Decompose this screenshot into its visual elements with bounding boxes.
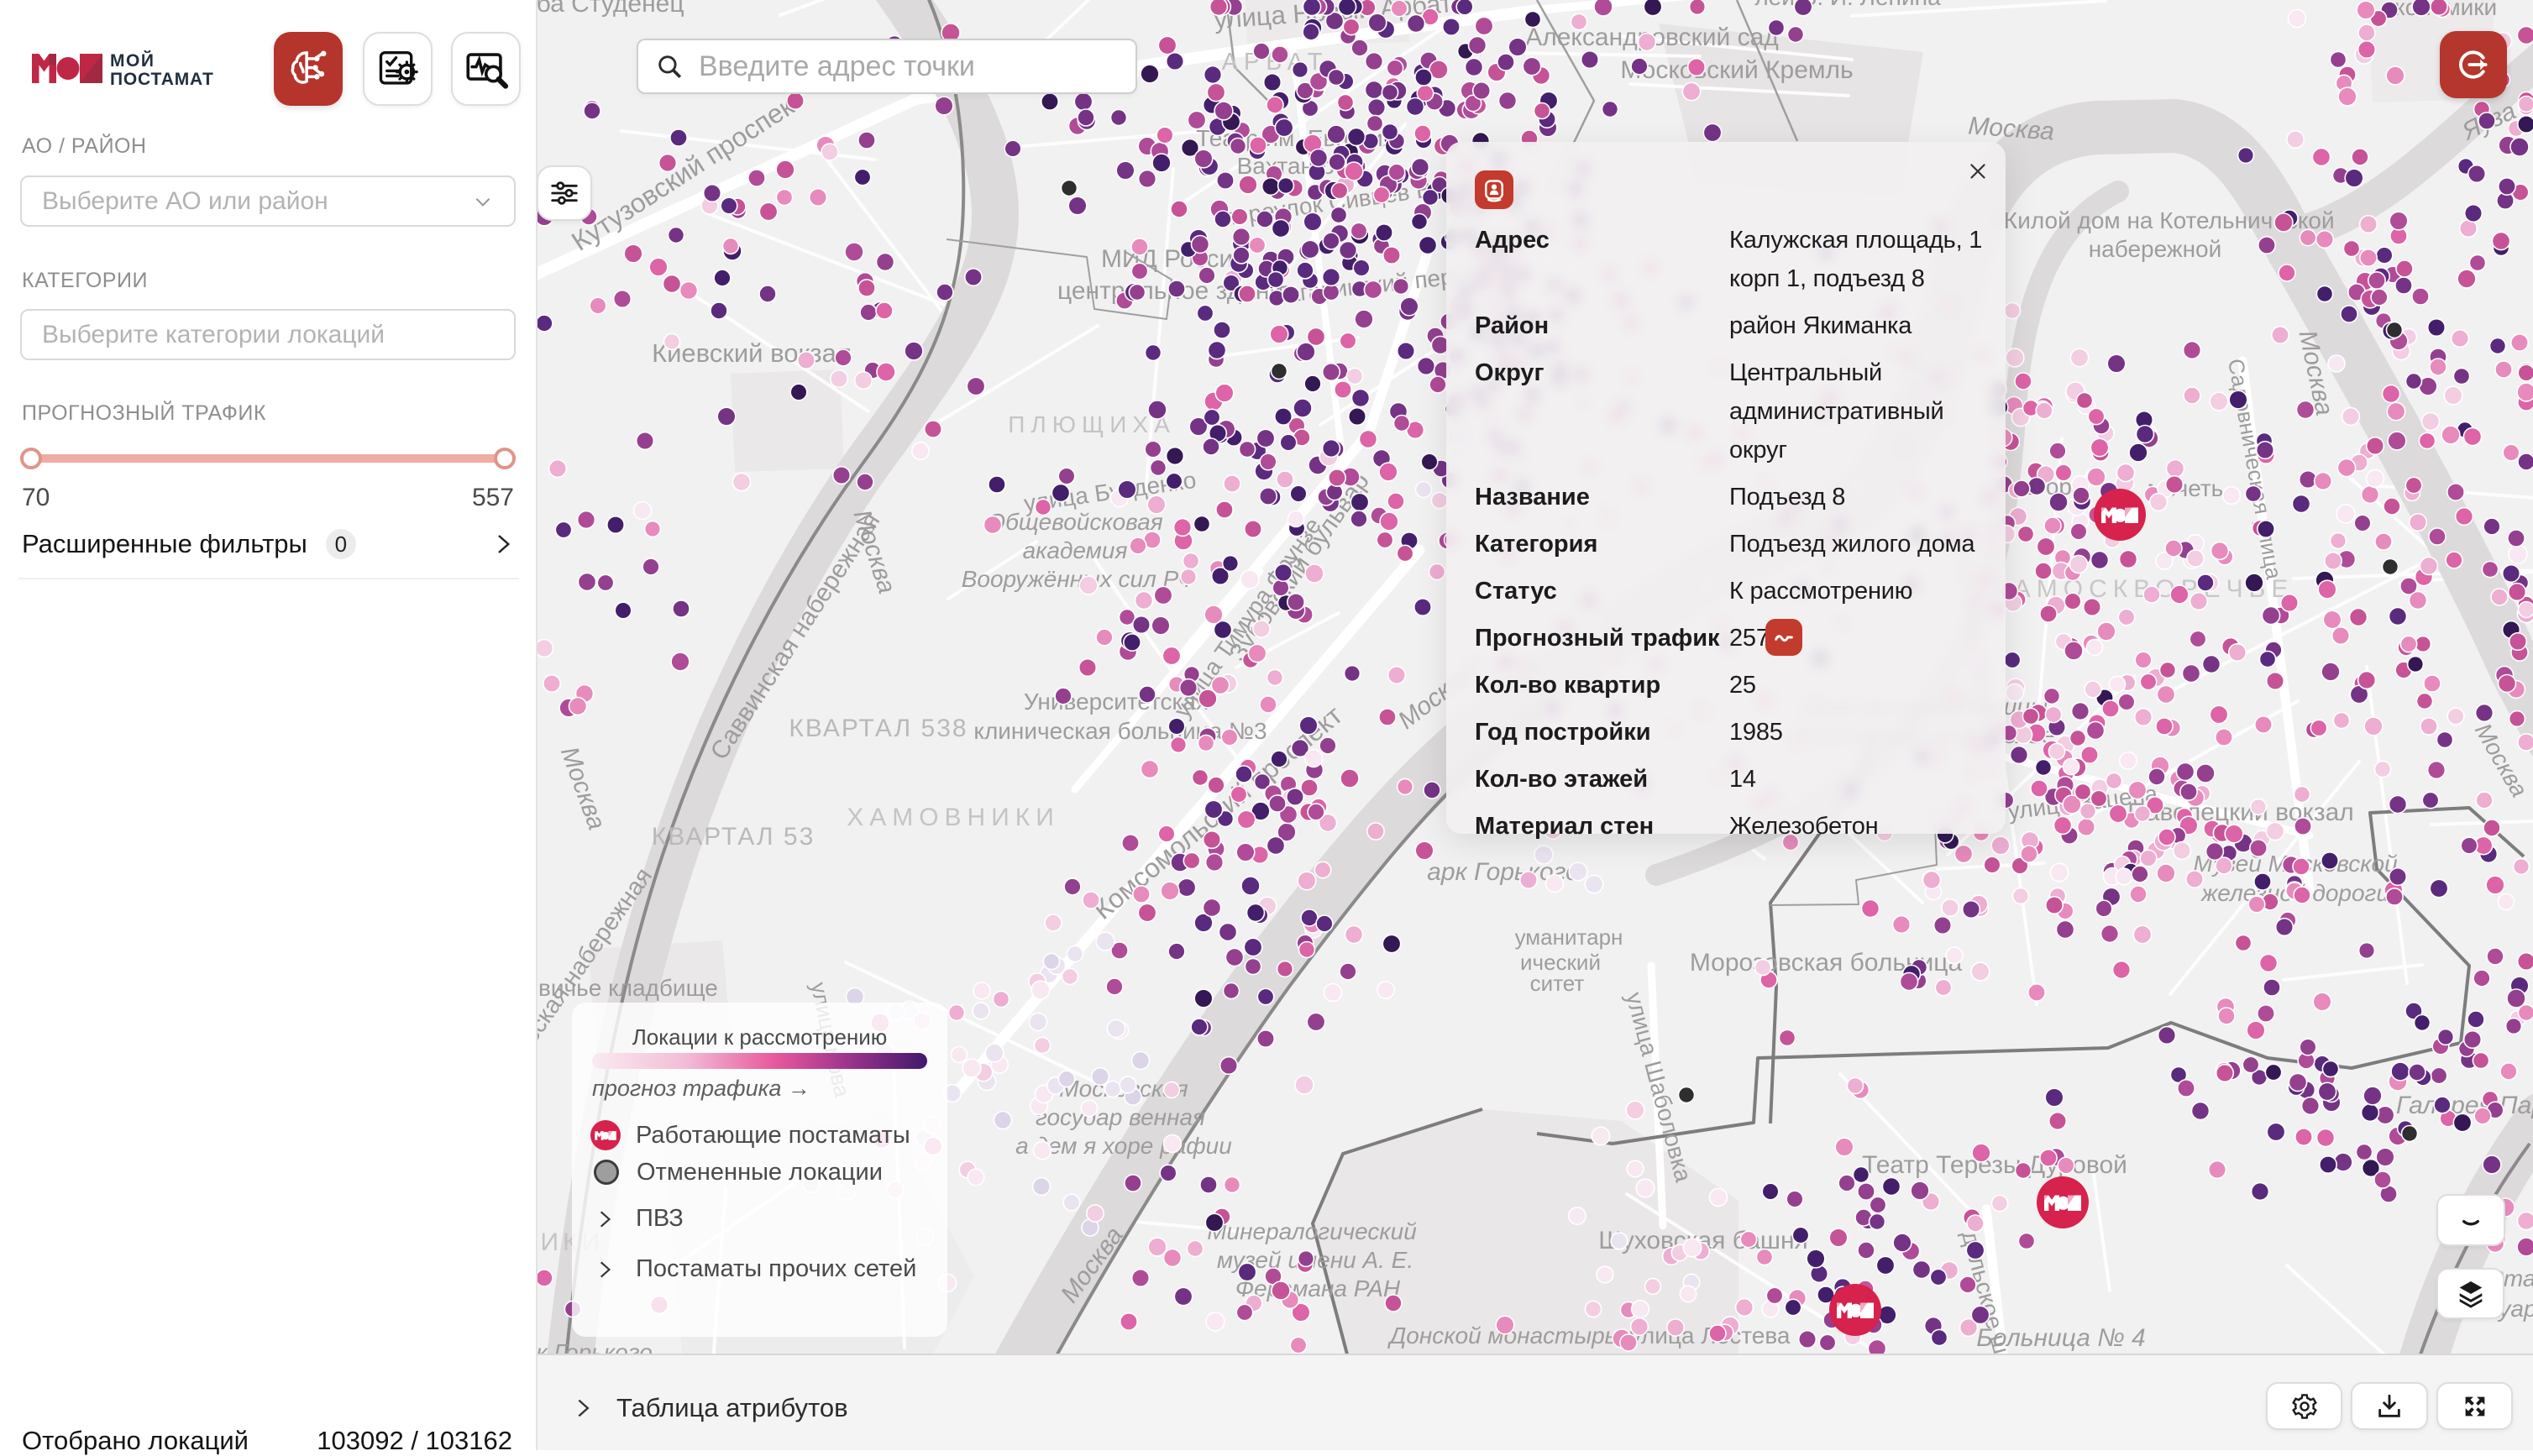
svg-text:академия: академия bbox=[1023, 537, 1128, 563]
svg-text:уманитарн: уманитарн bbox=[1515, 924, 1623, 950]
svg-text:ПОСТАМАТ: ПОСТАМАТ bbox=[110, 70, 214, 87]
svg-text:КВАРТАЛ 538: КВАРТАЛ 538 bbox=[789, 715, 968, 742]
svg-text:государ венная: государ венная bbox=[1036, 1104, 1205, 1130]
svg-text:Театр Терезы Дуровой: Театр Терезы Дуровой bbox=[1862, 1151, 2127, 1179]
svg-text:набережной: набережной bbox=[2089, 236, 2222, 262]
svg-text:ситет: ситет bbox=[1530, 971, 1585, 996]
svg-text:лей В. И. Ленина: лей В. И. Ленина bbox=[1754, 0, 1941, 10]
svg-text:дьба Студенец: дьба Студенец bbox=[538, 0, 684, 18]
svg-text:Общевойсковая: Общевойсковая bbox=[987, 509, 1162, 535]
svg-text:девичье кладбище: девичье кладбище bbox=[538, 975, 718, 1001]
svg-text:КВАРТАЛ 53: КВАРТАЛ 53 bbox=[652, 823, 815, 851]
svg-text:ХАМОВНИКИ: ХАМОВНИКИ bbox=[847, 804, 1060, 831]
svg-text:МОЙ: МОЙ bbox=[110, 50, 155, 71]
svg-text:Киевский вокзал: Киевский вокзал bbox=[652, 338, 852, 368]
svg-text:МИД России: МИД России bbox=[1101, 245, 1247, 273]
svg-text:Минералогический: Минералогический bbox=[1207, 1218, 1417, 1244]
svg-text:Московский Кремль: Московский Кремль bbox=[1620, 56, 1853, 84]
svg-text:Больница № 4: Больница № 4 bbox=[1976, 1324, 2145, 1352]
